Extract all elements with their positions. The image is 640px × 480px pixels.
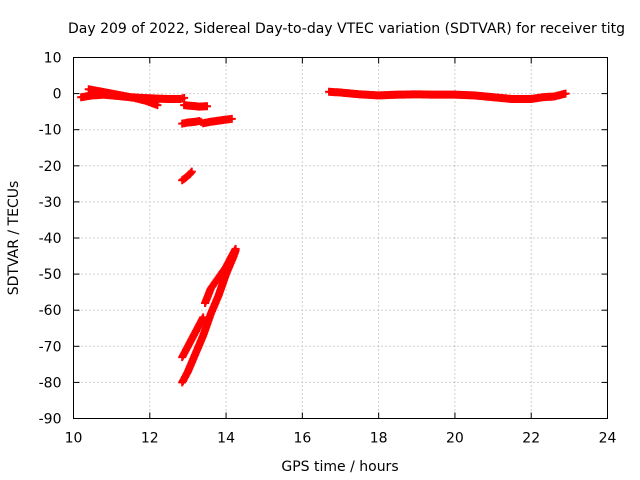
y-tick-label: 10: [44, 51, 62, 67]
data-series: [325, 87, 570, 104]
x-tick-label: 14: [217, 431, 235, 447]
y-tick-label: -10: [39, 123, 62, 139]
data-series: [178, 114, 236, 128]
axis-ticks: 10 12 14 16 18 20 22 24 10 0 -10 -20 -30 -40 -50 -60 -70…: [39, 51, 617, 447]
data-point: [231, 246, 240, 255]
y-tick-label: -40: [39, 231, 62, 247]
data-series: [180, 101, 211, 111]
x-tick-label: 20: [446, 431, 464, 447]
x-tick-label: 18: [370, 431, 388, 447]
x-tick-label: 22: [522, 431, 540, 447]
data-point: [203, 102, 211, 111]
grid: [73, 57, 608, 419]
plot-points: [77, 85, 570, 387]
data-point: [153, 101, 162, 110]
y-tick-label: -80: [39, 375, 62, 391]
y-tick-label: -70: [39, 339, 62, 355]
data-point: [227, 114, 236, 123]
y-tick-label: -50: [39, 267, 62, 283]
y-tick-label: -90: [39, 412, 62, 428]
y-tick-label: -30: [39, 195, 62, 211]
data-series: [178, 246, 240, 387]
data-series: [84, 85, 162, 110]
x-tick-label: 16: [293, 431, 311, 447]
data-point: [561, 89, 570, 98]
x-tick-label: 24: [599, 431, 617, 447]
data-point: [180, 93, 189, 102]
data-series: [178, 313, 208, 362]
y-tick-label: 0: [53, 87, 62, 103]
y-axis-title: SDTVAR / TECUs: [6, 181, 22, 296]
chart-title: Day 209 of 2022, Sidereal Day-to-day VTE…: [68, 21, 625, 37]
x-axis-title: GPS time / hours: [281, 459, 398, 475]
data-series: [178, 167, 196, 185]
y-tick-label: -60: [39, 303, 62, 319]
x-tick-label: 10: [65, 431, 83, 447]
y-tick-label: -20: [39, 159, 62, 175]
x-tick-label: 12: [141, 431, 159, 447]
data-point: [187, 167, 196, 176]
plot-frame: [73, 57, 608, 419]
